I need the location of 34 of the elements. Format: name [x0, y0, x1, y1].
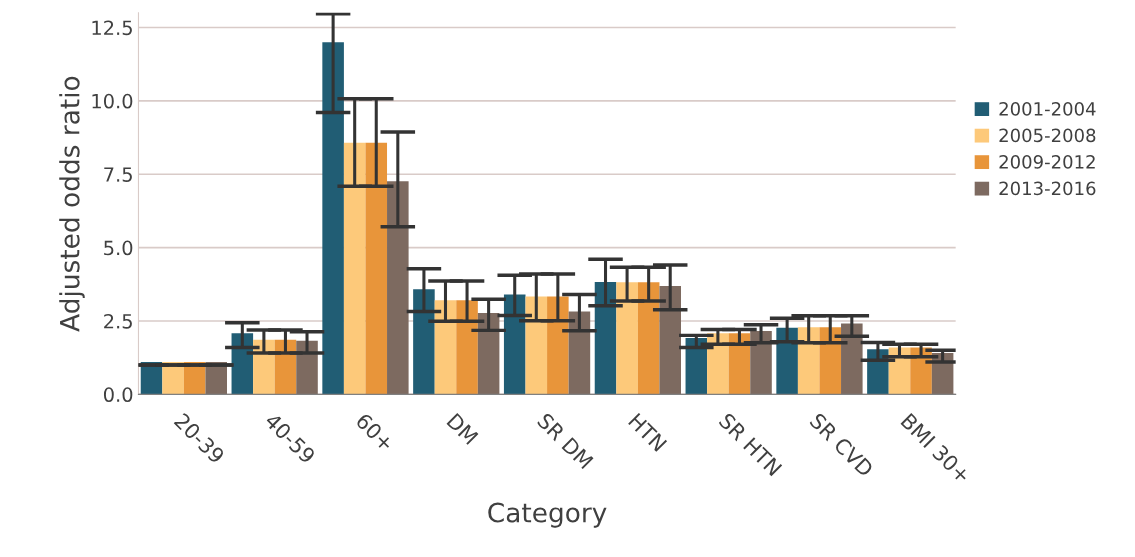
- bar: [525, 296, 548, 395]
- bar: [456, 300, 478, 395]
- bar: [365, 142, 388, 395]
- bar: [387, 181, 409, 395]
- y-tick-label: 0.0: [103, 387, 133, 403]
- x-tick-label: 60+: [355, 412, 395, 452]
- y-tick-label: 7.5: [104, 167, 132, 182]
- bar: [659, 286, 681, 395]
- bar: [750, 330, 772, 395]
- legend-label: 2005-2008: [999, 128, 1096, 143]
- y-tick-label: 10.0: [92, 93, 133, 109]
- legend-label: 2001-2004: [999, 102, 1096, 116]
- legend-label: 2013-2016: [999, 181, 1096, 196]
- x-tick-label: DM: [446, 412, 479, 445]
- x-tick-label: SR DM: [536, 412, 594, 470]
- bar: [616, 282, 638, 395]
- bar: [547, 296, 569, 395]
- x-axis-title: Category: [488, 502, 607, 528]
- bar: [841, 323, 863, 395]
- bar: [776, 327, 798, 395]
- y-tick-label: 12.5: [92, 20, 132, 36]
- y-tick-label: 2.5: [104, 313, 132, 329]
- bar: [343, 142, 366, 395]
- bar: [594, 281, 617, 395]
- y-tick-label: 5.0: [104, 240, 133, 256]
- legend-label: 2009-2012: [999, 155, 1095, 169]
- bar: [637, 282, 660, 395]
- bar: [503, 294, 526, 395]
- bar: [413, 289, 435, 395]
- y-axis-title: Adjusted odds ratio: [59, 76, 85, 332]
- x-tick-label: BMI 30+: [900, 412, 972, 484]
- bar: [322, 42, 344, 395]
- bar: [819, 327, 842, 395]
- bar: [434, 300, 457, 395]
